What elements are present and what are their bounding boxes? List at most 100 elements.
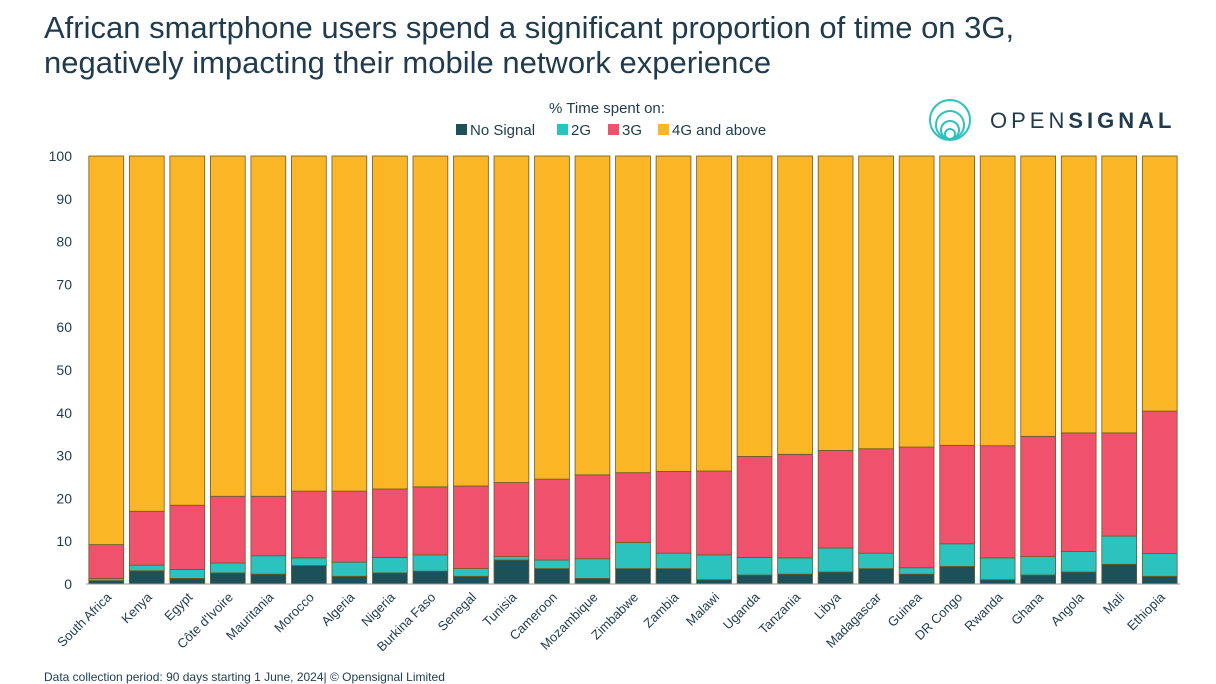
bar-segment-2g — [979, 557, 1016, 581]
bar-segment-no-signal — [979, 579, 1016, 585]
bar-segment-2g — [1101, 535, 1138, 565]
bar-segment-no-signal — [331, 575, 368, 585]
bar-segment-no-signal — [574, 578, 611, 585]
y-tick-label: 30 — [56, 448, 72, 464]
bar-segment-2g — [412, 554, 449, 572]
bar-segment-no-signal — [858, 568, 894, 585]
x-tick-label: Tunisia — [480, 589, 520, 629]
bar-segment-2g — [1060, 551, 1097, 573]
x-tick-label: Mali — [1100, 589, 1128, 617]
bar-segment-no-signal — [1101, 563, 1138, 585]
bar-segment-3g — [493, 482, 530, 558]
bar-segment-2g — [209, 562, 246, 574]
bar-segment-no-signal — [169, 578, 206, 585]
bar-segment-3g — [250, 495, 287, 557]
bar-segment-2g — [1141, 553, 1178, 577]
bar-segment-2g — [574, 558, 611, 579]
bar-segment-3g — [898, 446, 935, 569]
bar-segment-4g-and-above — [534, 155, 570, 480]
bar-segment-no-signal — [412, 570, 449, 585]
bar-segment-3g — [1101, 432, 1138, 537]
legend-swatch — [608, 124, 619, 135]
bar-segment-4g-and-above — [655, 155, 692, 472]
bar-segment-3g — [128, 510, 165, 566]
bar-segment-4g-and-above — [493, 155, 530, 483]
legend-title: % Time spent on: — [549, 100, 665, 117]
bar-segment-4g-and-above — [250, 155, 287, 497]
x-tick-label: Algeria — [318, 589, 358, 629]
x-tick-label: Malawi — [683, 589, 722, 628]
opensignal-logo: OPENSIGNAL — [928, 98, 1188, 146]
bar-segment-no-signal — [534, 568, 570, 585]
legend-label: 2G — [571, 122, 591, 139]
bar-segment-2g — [534, 559, 570, 569]
bar-segment-2g — [615, 542, 651, 569]
bar-segment-no-signal — [493, 559, 530, 585]
x-tick-label: Rwanda — [961, 589, 1006, 634]
bar-segment-no-signal — [736, 574, 773, 585]
bar-segment-2g — [1020, 556, 1057, 576]
bar-segment-4g-and-above — [817, 155, 854, 451]
bar-segment-2g — [250, 555, 287, 575]
logo-rings-icon — [929, 99, 971, 141]
logo-text-light: OPEN — [990, 108, 1069, 133]
y-tick-label: 90 — [56, 191, 72, 207]
bar-segment-2g — [655, 552, 692, 569]
y-tick-label: 0 — [64, 576, 72, 592]
bar-segment-4g-and-above — [331, 155, 368, 492]
y-tick-label: 10 — [56, 533, 72, 549]
legend-swatch — [557, 124, 568, 135]
legend-swatch — [456, 124, 467, 135]
bar-segment-2g — [736, 557, 773, 576]
bar-segment-2g — [898, 567, 935, 575]
bar-segment-4g-and-above — [1141, 155, 1178, 412]
bar-segment-2g — [372, 557, 408, 574]
x-tick-label: South Africa — [54, 589, 115, 650]
bar-segment-no-signal — [291, 565, 327, 585]
bar-segment-4g-and-above — [1060, 155, 1097, 434]
bar-segment-4g-and-above — [574, 155, 611, 476]
bar-segment-no-signal — [777, 573, 813, 585]
bar-segment-2g — [777, 557, 813, 575]
bar-segment-3g — [939, 444, 975, 545]
y-tick-label: 80 — [56, 234, 72, 250]
bar-segment-no-signal — [1020, 574, 1057, 585]
bar-segment-4g-and-above — [696, 155, 732, 472]
bar-segment-3g — [209, 495, 246, 564]
bar-segment-2g — [493, 556, 530, 561]
bar-segment-3g — [696, 470, 732, 556]
logo-text-bold: SIGNAL — [1068, 108, 1176, 133]
legend-swatch — [658, 124, 669, 135]
bar-segment-4g-and-above — [979, 155, 1016, 447]
x-tick-label: Angola — [1048, 589, 1088, 629]
bar-segment-2g — [939, 543, 975, 567]
bar-segment-no-signal — [88, 580, 125, 585]
bar-segment-no-signal — [372, 572, 408, 585]
bar-segment-4g-and-above — [939, 155, 975, 446]
bar-segment-4g-and-above — [615, 155, 651, 474]
bar-segment-no-signal — [1060, 571, 1097, 585]
bar-segment-3g — [655, 471, 692, 554]
bar-segment-no-signal — [453, 575, 489, 585]
bar-segment-no-signal — [898, 573, 935, 585]
bar-segment-4g-and-above — [736, 155, 773, 457]
bar-segment-2g — [291, 557, 327, 566]
x-tick-label: Nigeria — [358, 589, 398, 629]
bar-segment-3g — [615, 472, 651, 543]
x-tick-label: Morocco — [271, 590, 317, 636]
bar-segment-4g-and-above — [209, 155, 246, 497]
bar-segment-3g — [979, 445, 1016, 559]
title-line-2: negatively impacting their mobile networ… — [44, 45, 772, 80]
bar-segment-no-signal — [817, 571, 854, 585]
bar-segment-4g-and-above — [1020, 155, 1057, 437]
bar-segment-2g — [696, 554, 732, 581]
bar-segment-3g — [372, 488, 408, 558]
bar-segment-no-signal — [615, 568, 651, 585]
bar-segment-4g-and-above — [291, 155, 327, 492]
bar-segment-3g — [169, 504, 206, 570]
bar-segment-3g — [817, 450, 854, 549]
x-tick-label: Egypt — [161, 589, 195, 623]
y-tick-label: 60 — [56, 319, 72, 335]
bar-segment-4g-and-above — [88, 155, 125, 546]
legend-label: 4G and above — [672, 122, 766, 139]
